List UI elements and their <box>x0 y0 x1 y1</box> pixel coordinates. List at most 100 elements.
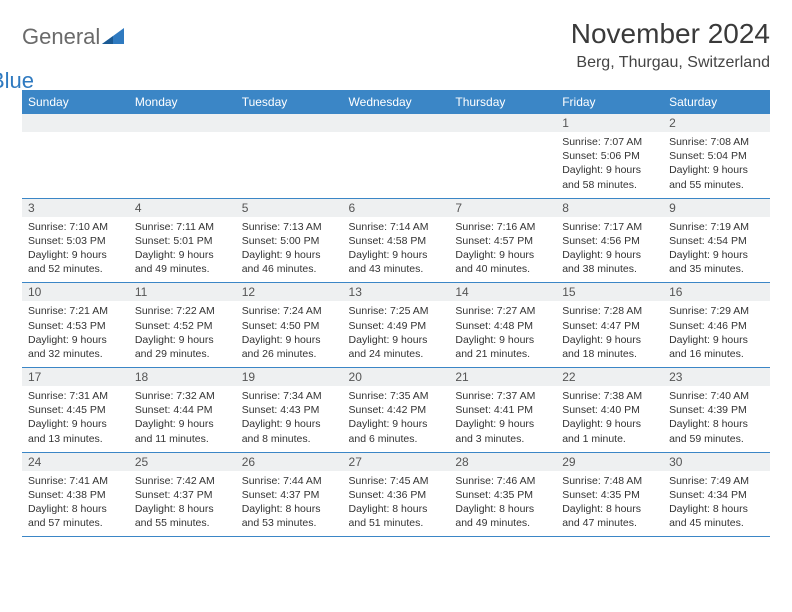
sunset-text: Sunset: 4:41 PM <box>455 403 550 417</box>
sunrise-text: Sunrise: 7:28 AM <box>562 304 657 318</box>
calendar-day-cell: 30Sunrise: 7:49 AMSunset: 4:34 PMDayligh… <box>663 452 770 537</box>
sunset-text: Sunset: 4:49 PM <box>349 319 444 333</box>
sunrise-text: Sunrise: 7:13 AM <box>242 220 337 234</box>
day-header: Tuesday <box>236 90 343 114</box>
sunset-text: Sunset: 4:52 PM <box>135 319 230 333</box>
sunrise-text: Sunrise: 7:49 AM <box>669 474 764 488</box>
sunset-text: Sunset: 4:42 PM <box>349 403 444 417</box>
calendar-day-cell: 6Sunrise: 7:14 AMSunset: 4:58 PMDaylight… <box>343 198 450 283</box>
sunrise-text: Sunrise: 7:48 AM <box>562 474 657 488</box>
day-number: 2 <box>663 114 770 132</box>
page-title: November 2024 <box>571 18 770 50</box>
daylight-text: Daylight: 8 hours and 47 minutes. <box>562 502 657 530</box>
day-number: 25 <box>129 453 236 471</box>
day-header: Saturday <box>663 90 770 114</box>
day-header: Wednesday <box>343 90 450 114</box>
day-details: Sunrise: 7:32 AMSunset: 4:44 PMDaylight:… <box>129 386 236 452</box>
sunset-text: Sunset: 4:36 PM <box>349 488 444 502</box>
empty-daynum-strip <box>343 114 450 132</box>
day-details: Sunrise: 7:21 AMSunset: 4:53 PMDaylight:… <box>22 301 129 367</box>
day-details: Sunrise: 7:11 AMSunset: 5:01 PMDaylight:… <box>129 217 236 283</box>
day-number: 28 <box>449 453 556 471</box>
calendar-day-cell: 3Sunrise: 7:10 AMSunset: 5:03 PMDaylight… <box>22 198 129 283</box>
day-details: Sunrise: 7:44 AMSunset: 4:37 PMDaylight:… <box>236 471 343 537</box>
day-number: 23 <box>663 368 770 386</box>
day-number: 20 <box>343 368 450 386</box>
day-number: 13 <box>343 283 450 301</box>
daylight-text: Daylight: 9 hours and 46 minutes. <box>242 248 337 276</box>
calendar-empty-cell <box>449 114 556 198</box>
calendar-day-cell: 29 Sunrise: 7:48 AMSunset: 4:35 PMDayligh… <box>556 452 663 537</box>
sunset-text: Sunset: 4:44 PM <box>135 403 230 417</box>
sunset-text: Sunset: 4:35 PM <box>562 488 657 502</box>
calendar-day-cell: 24Sunrise: 7:41 AMSunset: 4:38 PMDayligh… <box>22 452 129 537</box>
day-details: Sunrise: 7:07 AMSunset: 5:06 PMDaylight:… <box>556 132 663 198</box>
empty-daynum-strip <box>129 114 236 132</box>
sunset-text: Sunset: 4:56 PM <box>562 234 657 248</box>
day-number: 17 <box>22 368 129 386</box>
sunrise-text: Sunrise: 7:32 AM <box>135 389 230 403</box>
day-details: Sunrise: 7:13 AMSunset: 5:00 PMDaylight:… <box>236 217 343 283</box>
sunset-text: Sunset: 5:06 PM <box>562 149 657 163</box>
sunset-text: Sunset: 4:38 PM <box>28 488 123 502</box>
calendar-day-cell: 15Sunrise: 7:28 AMSunset: 4:47 PMDayligh… <box>556 283 663 368</box>
calendar-day-cell: 7Sunrise: 7:16 AMSunset: 4:57 PMDaylight… <box>449 198 556 283</box>
daylight-text: Daylight: 8 hours and 57 minutes. <box>28 502 123 530</box>
day-number: 3 <box>22 199 129 217</box>
sunrise-text: Sunrise: 7:27 AM <box>455 304 550 318</box>
sunrise-text: Sunrise: 7:25 AM <box>349 304 444 318</box>
day-number: 27 <box>343 453 450 471</box>
sunrise-text: Sunrise: 7:38 AM <box>562 389 657 403</box>
calendar-day-cell: 14Sunrise: 7:27 AMSunset: 4:48 PMDayligh… <box>449 283 556 368</box>
day-number: 1 <box>556 114 663 132</box>
calendar-day-cell: 28Sunrise: 7:46 AMSunset: 4:35 PMDayligh… <box>449 452 556 537</box>
day-number: 8 <box>556 199 663 217</box>
sunset-text: Sunset: 4:48 PM <box>455 319 550 333</box>
empty-daynum-strip <box>449 114 556 132</box>
sunrise-text: Sunrise: 7:34 AM <box>242 389 337 403</box>
sunset-text: Sunset: 4:45 PM <box>28 403 123 417</box>
daylight-text: Daylight: 9 hours and 43 minutes. <box>349 248 444 276</box>
day-number: 4 <box>129 199 236 217</box>
daylight-text: Daylight: 9 hours and 8 minutes. <box>242 417 337 445</box>
calendar-day-cell: 10Sunrise: 7:21 AMSunset: 4:53 PMDayligh… <box>22 283 129 368</box>
daylight-text: Daylight: 9 hours and 1 minute. <box>562 417 657 445</box>
day-number: 22 <box>556 368 663 386</box>
calendar-day-cell: 16Sunrise: 7:29 AMSunset: 4:46 PMDayligh… <box>663 283 770 368</box>
day-details: Sunrise: 7:45 AMSunset: 4:36 PMDaylight:… <box>343 471 450 537</box>
daylight-text: Daylight: 9 hours and 52 minutes. <box>28 248 123 276</box>
daylight-text: Daylight: 9 hours and 24 minutes. <box>349 333 444 361</box>
calendar-week-row: 10Sunrise: 7:21 AMSunset: 4:53 PMDayligh… <box>22 283 770 368</box>
calendar-day-cell: 21Sunrise: 7:37 AMSunset: 4:41 PMDayligh… <box>449 368 556 453</box>
day-details: Sunrise: 7:46 AMSunset: 4:35 PMDaylight:… <box>449 471 556 537</box>
daylight-text: Daylight: 9 hours and 21 minutes. <box>455 333 550 361</box>
sunset-text: Sunset: 4:34 PM <box>669 488 764 502</box>
sunset-text: Sunset: 4:37 PM <box>135 488 230 502</box>
sunrise-text: Sunrise: 7:16 AM <box>455 220 550 234</box>
sunset-text: Sunset: 4:43 PM <box>242 403 337 417</box>
calendar-week-row: 1Sunrise: 7:07 AMSunset: 5:06 PMDaylight… <box>22 114 770 198</box>
day-number: 29 <box>556 453 663 471</box>
sunset-text: Sunset: 4:40 PM <box>562 403 657 417</box>
sunset-text: Sunset: 4:54 PM <box>669 234 764 248</box>
location-label: Berg, Thurgau, Switzerland <box>571 54 770 72</box>
day-header: Thursday <box>449 90 556 114</box>
day-details: Sunrise: 7:28 AMSunset: 4:47 PMDaylight:… <box>556 301 663 367</box>
day-details: Sunrise: 7:16 AMSunset: 4:57 PMDaylight:… <box>449 217 556 283</box>
calendar-day-cell: 23Sunrise: 7:40 AMSunset: 4:39 PMDayligh… <box>663 368 770 453</box>
sunset-text: Sunset: 4:58 PM <box>349 234 444 248</box>
sunrise-text: Sunrise: 7:11 AM <box>135 220 230 234</box>
sunrise-text: Sunrise: 7:29 AM <box>669 304 764 318</box>
day-header: Friday <box>556 90 663 114</box>
sunrise-text: Sunrise: 7:21 AM <box>28 304 123 318</box>
calendar-day-cell: 1Sunrise: 7:07 AMSunset: 5:06 PMDaylight… <box>556 114 663 198</box>
day-details: Sunrise: 7:42 AMSunset: 4:37 PMDaylight:… <box>129 471 236 537</box>
daylight-text: Daylight: 9 hours and 55 minutes. <box>669 163 764 191</box>
daylight-text: Daylight: 9 hours and 49 minutes. <box>135 248 230 276</box>
logo-text-blue: Blue <box>0 68 34 93</box>
sunrise-text: Sunrise: 7:37 AM <box>455 389 550 403</box>
sunset-text: Sunset: 4:37 PM <box>242 488 337 502</box>
sunrise-text: Sunrise: 7:19 AM <box>669 220 764 234</box>
sunrise-text: Sunrise: 7:45 AM <box>349 474 444 488</box>
calendar-table: SundayMondayTuesdayWednesdayThursdayFrid… <box>22 90 770 537</box>
